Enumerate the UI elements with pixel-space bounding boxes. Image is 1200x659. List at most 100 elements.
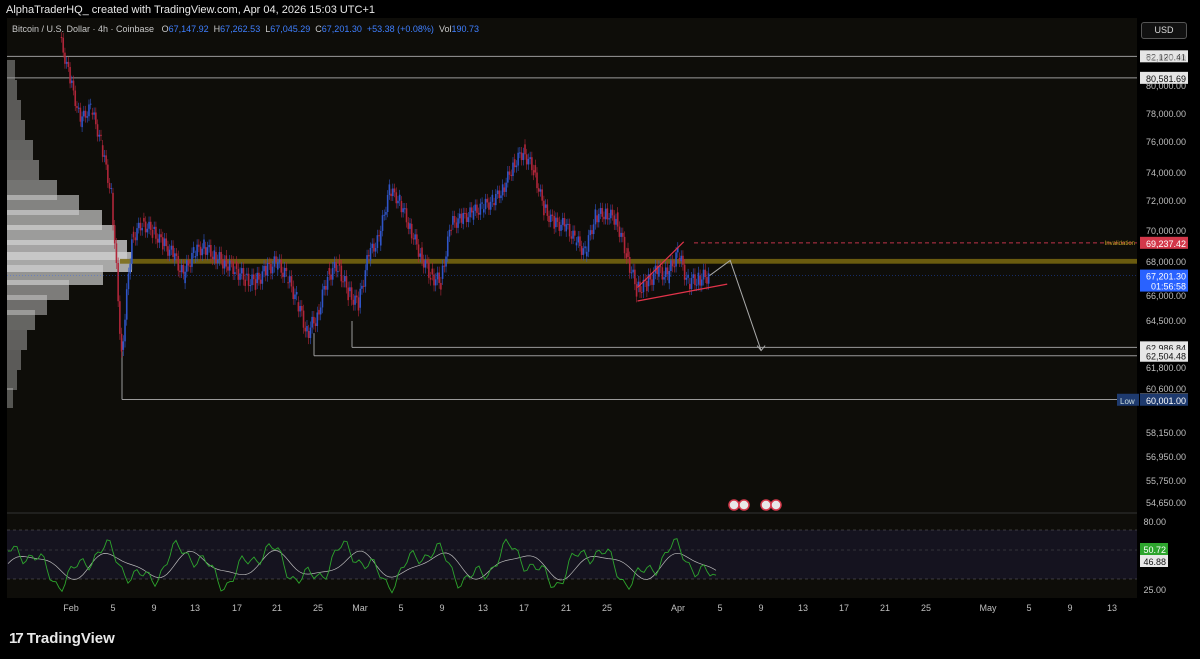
candle-body xyxy=(134,237,137,241)
candle-body xyxy=(553,216,555,229)
time-axis-tick: 5 xyxy=(398,603,403,613)
candle-body xyxy=(340,265,343,282)
price-axis-tick: 76,000.00 xyxy=(1146,137,1186,147)
candle-body xyxy=(309,327,312,339)
price-axis-tick: 78,000.00 xyxy=(1146,109,1186,119)
candle-body xyxy=(235,261,238,269)
candle-body xyxy=(397,200,399,204)
candle-body xyxy=(507,171,509,183)
price-axis-tick: 66,000.00 xyxy=(1146,291,1186,301)
candle-body xyxy=(513,159,516,168)
candle-body xyxy=(79,107,82,122)
chart-pane[interactable] xyxy=(7,18,1137,598)
candle-body xyxy=(215,252,217,264)
projection-path xyxy=(709,259,762,351)
candle-body xyxy=(635,284,638,297)
candle-body xyxy=(431,268,434,275)
candle-body xyxy=(328,267,331,275)
candle-body xyxy=(649,274,652,280)
candle-body xyxy=(129,263,131,274)
candle-body xyxy=(302,310,305,328)
candle-body xyxy=(323,285,325,290)
open-value: 67,147.92 xyxy=(168,24,209,34)
candle-body xyxy=(570,236,573,239)
candle-body xyxy=(153,226,155,230)
candle-body xyxy=(289,276,291,283)
candle-body xyxy=(273,256,276,267)
candle-body xyxy=(189,265,192,267)
candle-body xyxy=(71,80,73,83)
candle-body xyxy=(65,61,68,64)
candle-body xyxy=(520,152,523,161)
time-axis-tick: 9 xyxy=(151,603,156,613)
candle-body xyxy=(623,236,626,254)
volume-profile-bar xyxy=(7,140,33,160)
candle-body xyxy=(168,249,171,256)
candle-body xyxy=(702,269,705,280)
candle-body xyxy=(687,274,689,278)
candle-body xyxy=(642,279,645,293)
price-level-label: 60,001.00 xyxy=(1146,396,1186,406)
candle-body xyxy=(246,273,248,275)
candle-body xyxy=(89,103,92,105)
candle-body xyxy=(196,244,198,257)
high-value: 67,262.53 xyxy=(220,24,261,34)
candle-body xyxy=(699,275,701,286)
candle-body xyxy=(175,253,178,257)
open-label: O xyxy=(161,24,169,34)
candle-body xyxy=(378,235,380,237)
tradingview-logo[interactable]: 17 TradingView xyxy=(9,630,115,647)
candle-body xyxy=(220,252,222,260)
candle-body xyxy=(155,226,157,239)
candle-body xyxy=(417,244,420,257)
currency-button[interactable]: USD xyxy=(1141,22,1187,39)
candle-body xyxy=(113,225,116,244)
candle-body xyxy=(290,276,293,287)
candle-body xyxy=(620,232,622,237)
price-level-label: 69,237.42 xyxy=(1146,239,1186,249)
candle-body xyxy=(259,279,262,284)
tradingview-logo-icon: 17 xyxy=(9,630,24,647)
candle-body xyxy=(522,153,525,161)
candle-body xyxy=(390,193,392,197)
candle-body xyxy=(512,162,514,177)
candle-body xyxy=(216,260,219,264)
candle-body xyxy=(347,287,349,301)
candle-body xyxy=(337,271,339,273)
symbol-name: Bitcoin / U.S. Dollar · 4h · Coinbase xyxy=(12,24,155,34)
price-axis-tick: 54,650.00 xyxy=(1146,498,1186,508)
candle-body xyxy=(136,228,138,241)
price-axis-tick: 68,000.00 xyxy=(1146,257,1186,267)
candle-body xyxy=(561,218,564,225)
price-label-box xyxy=(1140,71,1188,84)
candle-body xyxy=(560,224,562,231)
candle-body xyxy=(158,234,161,243)
candle-body xyxy=(445,256,447,267)
volume-profile-bar xyxy=(7,120,25,140)
candle-body xyxy=(479,203,482,215)
candle-body xyxy=(101,145,104,157)
candle-body xyxy=(139,222,142,231)
price-level-label: 82,120.41 xyxy=(1146,52,1186,62)
price-axis-tick: 64,500.00 xyxy=(1146,316,1186,326)
candle-body xyxy=(640,292,643,294)
candle-body xyxy=(555,217,557,228)
candle-body xyxy=(354,295,356,305)
price-axis-tick: 70,000.00 xyxy=(1146,226,1186,236)
candle-body xyxy=(433,274,435,286)
price-label-box xyxy=(1140,349,1188,362)
candle-body xyxy=(452,216,454,225)
candle-body xyxy=(239,273,241,280)
candle-body xyxy=(210,244,212,257)
candle-body xyxy=(247,273,250,286)
time-axis-tick: Mar xyxy=(352,603,368,613)
candle-body xyxy=(201,248,204,256)
candle-body xyxy=(685,277,688,280)
candle-body xyxy=(464,212,466,214)
candle-body xyxy=(285,267,288,271)
candle-body xyxy=(572,230,574,239)
candle-body xyxy=(613,215,616,225)
candle-body xyxy=(656,265,658,275)
candle-body xyxy=(639,281,641,293)
